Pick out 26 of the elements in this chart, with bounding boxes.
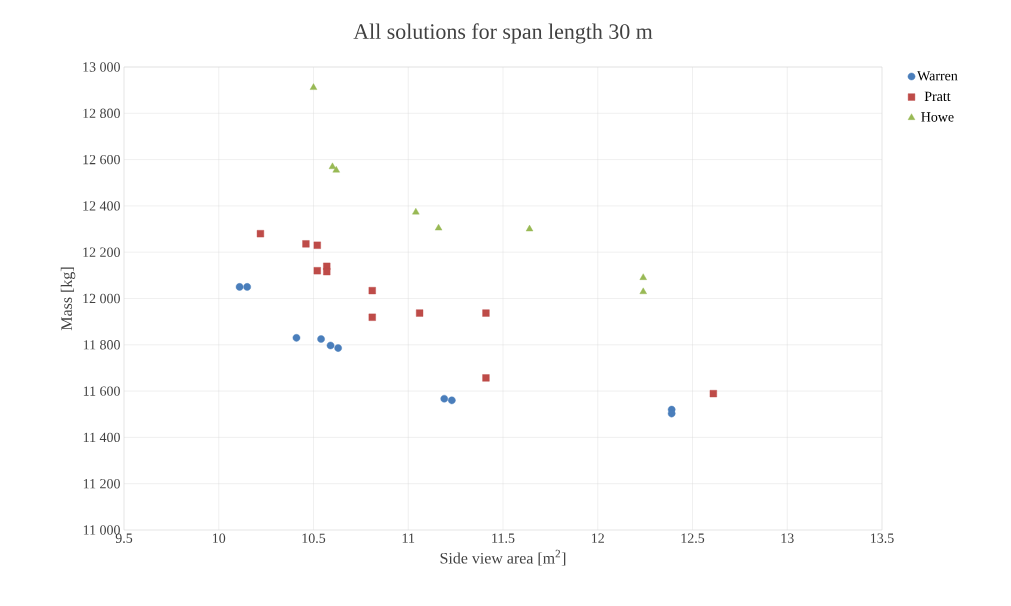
x-tick-label: 10.5	[302, 533, 326, 543]
y-tick-label: 12 800	[83, 108, 120, 119]
x-tick-label: 9.5	[115, 533, 133, 543]
legend-label: Howe	[921, 112, 954, 122]
y-tick-label: 12 000	[83, 293, 120, 304]
y-tick-label: 12 200	[83, 247, 120, 257]
y-tick-label: 11 200	[83, 478, 120, 489]
y-tick-label: 11 800	[83, 340, 120, 350]
x-tick-label: 13.5	[871, 533, 894, 543]
x-tick-label: 13	[781, 533, 794, 543]
y-tick-label: 12 600	[83, 154, 120, 165]
y-tick-label: 13 000	[83, 62, 120, 72]
y-tick-label: 11 400	[83, 432, 120, 443]
x-tick-label: 12.5	[681, 533, 705, 543]
legend-label: Pratt	[924, 91, 951, 102]
chart-title: All solutions for span length 30 m	[353, 23, 653, 44]
x-tick-label: 11	[402, 533, 415, 543]
y-tick-label: 11 600	[83, 386, 120, 396]
legend-label: Warren	[917, 71, 958, 81]
y-tick-label: 11 000	[83, 525, 120, 535]
x-axis-title: Side view area [m$^{2}$]	[440, 549, 566, 566]
x-tick-label: 12	[592, 533, 604, 543]
x-tick-label: 11.5	[492, 533, 515, 543]
x-tick-label: 10	[213, 533, 226, 543]
y-axis-title: Mass [kg]	[60, 267, 76, 331]
y-tick-label: 12 400	[83, 201, 120, 211]
